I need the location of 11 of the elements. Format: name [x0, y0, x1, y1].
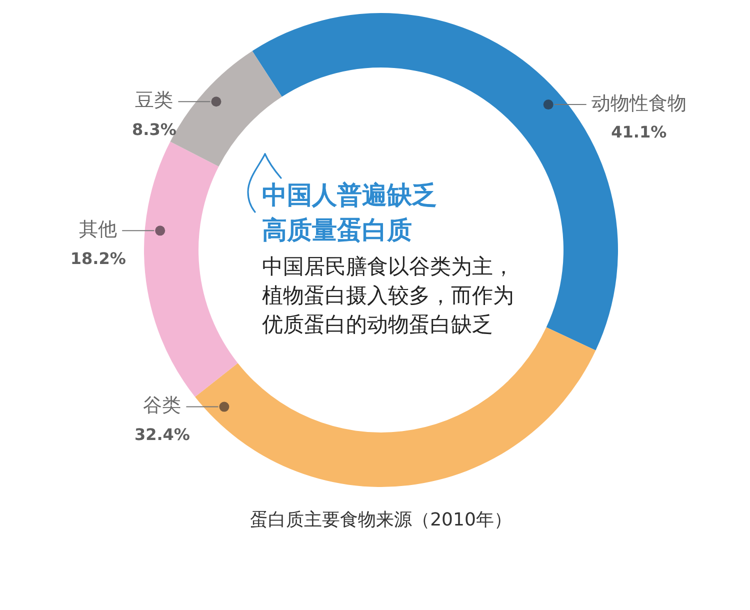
slice-label: 豆类 [135, 90, 174, 112]
data-label: 41.1% [611, 122, 667, 142]
slice-label: 动物性食物 [591, 92, 686, 114]
text: 中国人普遍缺乏高质量蛋白质 [262, 180, 437, 244]
data-label: 18.2% [70, 248, 126, 268]
text: 中国居民膳食以谷类为主，植物蛋白摄入较多，而作为优质蛋白的动物蛋白缺乏 [262, 254, 514, 336]
slice-label: 其他 [79, 218, 118, 241]
data-label: 8.3% [132, 120, 176, 139]
text: 蛋白质主要食物来源（2010年） [250, 510, 512, 531]
data-label: 32.4% [134, 424, 190, 444]
slice-label: 谷类 [143, 394, 182, 417]
